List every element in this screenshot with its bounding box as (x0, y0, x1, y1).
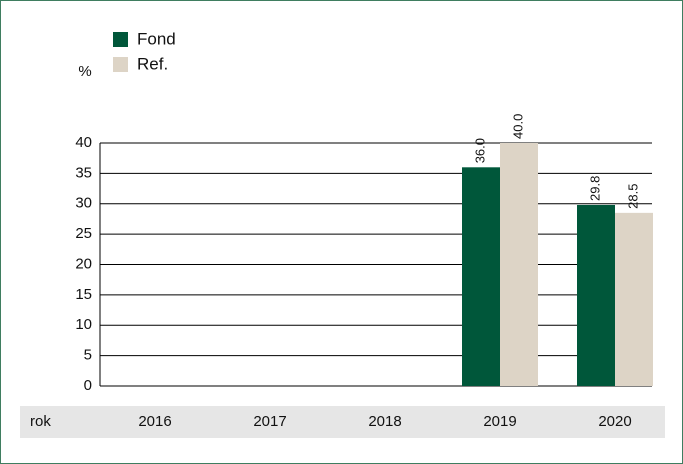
y-axis-label: % (78, 63, 91, 80)
value-label: 29.8 (587, 176, 602, 201)
value-label: 36.0 (472, 138, 487, 163)
x-tick-label: 2019 (483, 413, 516, 430)
legend-swatch (113, 32, 128, 47)
legend-label: Fond (137, 29, 176, 48)
x-tick-label: 2020 (598, 413, 631, 430)
value-label: 40.0 (510, 114, 525, 139)
y-tick-label: 40 (75, 134, 92, 151)
bar (615, 212, 653, 386)
y-tick-label: 0 (84, 377, 92, 394)
y-tick-label: 35 (75, 164, 92, 181)
value-label: 28.5 (625, 184, 640, 209)
bar (577, 204, 615, 386)
category-strip (20, 406, 665, 438)
y-tick-label: 15 (75, 286, 92, 303)
y-tick-label: 30 (75, 195, 92, 212)
x-axis-label: rok (30, 413, 51, 430)
x-tick-label: 2016 (138, 413, 171, 430)
y-tick-label: 10 (75, 316, 92, 333)
y-tick-label: 20 (75, 255, 92, 272)
x-tick-label: 2018 (368, 413, 401, 430)
legend-swatch (113, 57, 128, 72)
legend-label: Ref. (137, 54, 168, 73)
y-tick-label: 5 (84, 347, 92, 364)
bar (462, 167, 500, 386)
y-tick-label: 25 (75, 225, 92, 242)
x-tick-label: 2017 (253, 413, 286, 430)
bar (500, 143, 538, 386)
